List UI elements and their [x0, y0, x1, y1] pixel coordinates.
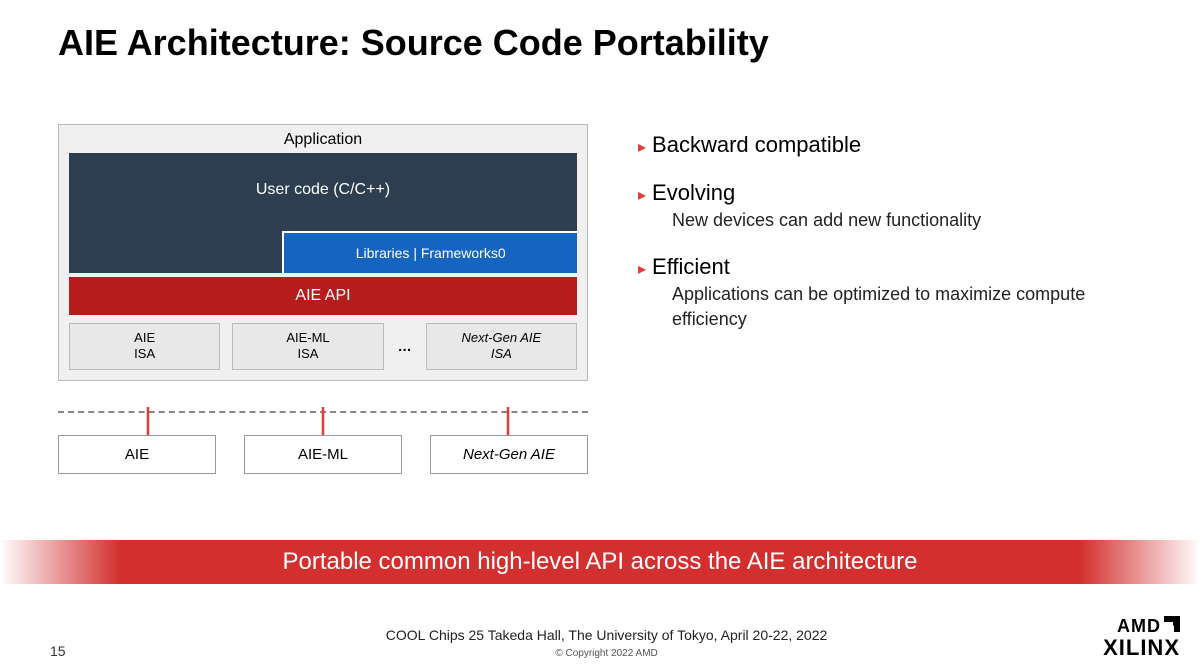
amd-text: AMD — [1117, 617, 1161, 636]
bullet-marker-icon: ▸ — [638, 137, 646, 157]
isa-ellipsis: … — [396, 338, 414, 354]
bullet-sub-text: New devices can add new functionality — [638, 208, 1160, 232]
bullet-sub-text: Applications can be optimized to maximiz… — [638, 282, 1160, 331]
footer-venue: COOL Chips 25 Takeda Hall, The Universit… — [110, 628, 1103, 659]
content-area: Application User code (C/C++) Libraries … — [0, 64, 1200, 474]
slide-footer: 15 COOL Chips 25 Takeda Hall, The Univer… — [0, 616, 1200, 659]
summary-banner: Portable common high-level API across th… — [0, 540, 1200, 584]
target-nextgen: Next-Gen AIE — [430, 435, 588, 474]
isa-nextgen: Next-Gen AIEISA — [426, 323, 577, 370]
user-code-box: User code (C/C++) Libraries | Frameworks… — [69, 153, 577, 273]
slide-title: AIE Architecture: Source Code Portabilit… — [0, 0, 1200, 64]
bullet-marker-icon: ▸ — [638, 259, 646, 279]
bullet-marker-icon: ▸ — [638, 185, 646, 205]
bullet-head-text: Backward compatible — [652, 132, 861, 158]
aie-api-box: AIE API — [69, 277, 577, 315]
bullet-backward: ▸ Backward compatible — [638, 132, 1160, 158]
venue-text: COOL Chips 25 Takeda Hall, The Universit… — [386, 627, 828, 643]
application-label: Application — [69, 129, 577, 153]
bullet-evolving: ▸ Evolving New devices can add new functi… — [638, 180, 1160, 232]
bullet-efficient: ▸ Efficient Applications can be optimized… — [638, 254, 1160, 331]
target-aie-ml: AIE-ML — [244, 435, 402, 474]
user-code-label: User code (C/C++) — [69, 153, 577, 199]
application-container: Application User code (C/C++) Libraries … — [58, 124, 588, 381]
bullet-head-text: Evolving — [652, 180, 735, 206]
bullet-head-text: Efficient — [652, 254, 730, 280]
brand-logo: AMD XILINX — [1103, 616, 1180, 659]
libraries-box: Libraries | Frameworks0 — [282, 231, 577, 273]
isa-row: AIEISA AIE-MLISA … Next-Gen AIEISA — [69, 323, 577, 370]
target-row: AIE AIE-ML Next-Gen AIE — [58, 435, 588, 474]
isa-aie-ml: AIE-MLISA — [232, 323, 383, 370]
architecture-diagram: Application User code (C/C++) Libraries … — [58, 124, 588, 474]
amd-arrow-icon — [1164, 616, 1180, 636]
copyright-text: © Copyright 2022 AMD — [555, 648, 657, 659]
target-aie: AIE — [58, 435, 216, 474]
bullets-column: ▸ Backward compatible ▸ Evolving New devic… — [638, 124, 1160, 474]
xilinx-text: XILINX — [1103, 636, 1180, 659]
isa-aie: AIEISA — [69, 323, 220, 370]
dashed-divider — [58, 411, 588, 413]
page-number: 15 — [50, 643, 110, 659]
